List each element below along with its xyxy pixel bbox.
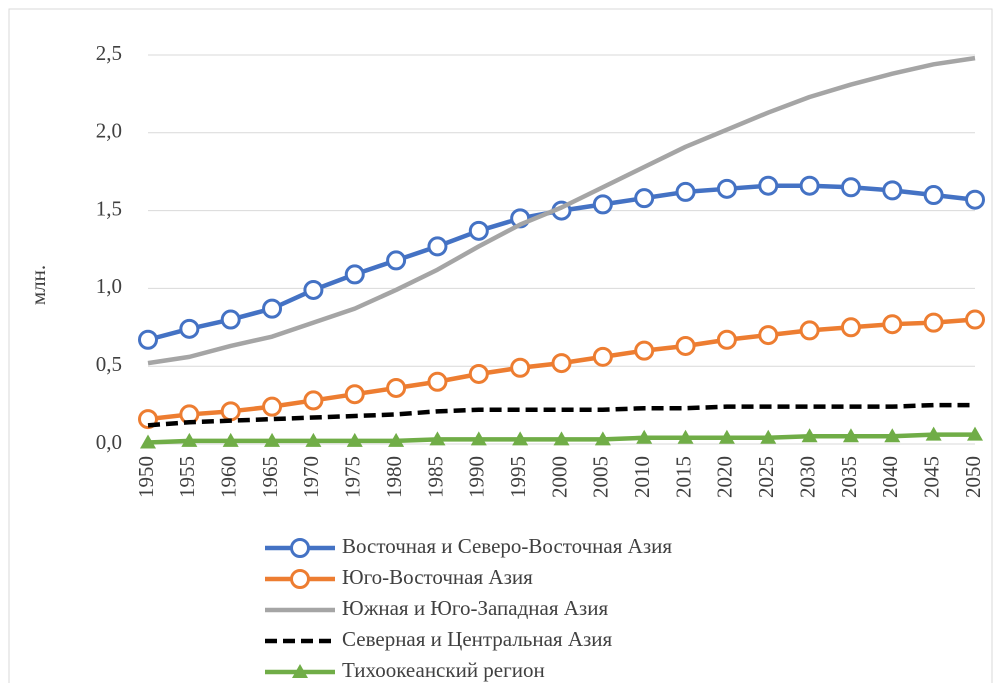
marker <box>801 428 818 443</box>
marker <box>346 432 363 447</box>
marker <box>882 180 903 201</box>
marker <box>636 429 653 444</box>
marker <box>470 431 487 446</box>
marker <box>388 432 405 447</box>
x-tick-label: 2015 <box>671 456 695 498</box>
marker <box>716 329 737 350</box>
marker <box>799 320 820 341</box>
marker <box>429 431 446 446</box>
marker <box>675 181 696 202</box>
legend-marker <box>292 664 308 678</box>
y-axis-label: млн. <box>26 265 50 305</box>
marker <box>842 428 859 443</box>
x-tick-label: 2030 <box>795 456 819 498</box>
x-tick-label: 1990 <box>465 456 489 498</box>
marker <box>634 188 655 209</box>
marker <box>220 309 241 330</box>
marker <box>220 401 241 422</box>
legend-label: Восточная и Северо-Восточная Азия <box>342 534 672 558</box>
marker <box>677 429 694 444</box>
marker <box>140 434 156 449</box>
marker <box>386 250 407 271</box>
marker <box>718 429 735 444</box>
marker <box>179 318 200 339</box>
marker <box>882 314 903 335</box>
y-tick-label: 2,5 <box>96 41 122 65</box>
marker <box>675 335 696 356</box>
marker <box>468 220 489 241</box>
chart-border <box>8 8 993 683</box>
marker <box>264 432 281 447</box>
marker <box>592 346 613 367</box>
marker <box>758 175 779 196</box>
legend-label: Северная и Центральная Азия <box>342 627 613 651</box>
x-tick-label: 1985 <box>423 456 447 498</box>
marker <box>965 309 985 330</box>
x-tick-label: 2040 <box>878 456 902 498</box>
x-tick-label: 2050 <box>961 456 985 498</box>
marker <box>468 363 489 384</box>
marker <box>967 426 983 441</box>
y-tick-label: 1,0 <box>96 274 122 298</box>
marker <box>262 298 283 319</box>
y-tick-label: 2,0 <box>96 119 122 143</box>
marker <box>553 431 570 446</box>
marker <box>344 264 365 285</box>
x-tick-label: 2010 <box>630 456 654 498</box>
marker <box>925 426 942 441</box>
marker <box>965 189 985 210</box>
series-line <box>147 402 975 428</box>
marker <box>592 194 613 215</box>
x-tick-label: 1995 <box>506 456 530 498</box>
marker <box>594 431 611 446</box>
marker <box>884 428 901 443</box>
marker <box>551 353 572 374</box>
x-tick-label: 2005 <box>589 456 613 498</box>
marker <box>303 279 324 300</box>
x-tick-label: 1960 <box>217 456 241 498</box>
legend-marker <box>290 569 310 589</box>
marker <box>923 312 944 333</box>
marker <box>760 429 777 444</box>
x-tick-label: 2000 <box>547 456 571 498</box>
marker <box>427 371 448 392</box>
legend-label: Юго-Восточная Азия <box>342 565 533 589</box>
marker <box>510 357 531 378</box>
x-tick-label: 2035 <box>837 456 861 498</box>
marker <box>138 329 158 350</box>
x-tick-label: 2025 <box>754 456 778 498</box>
marker <box>840 177 861 198</box>
y-tick-label: 0,5 <box>96 352 122 376</box>
x-tick-label: 1955 <box>175 456 199 498</box>
x-tick-label: 1965 <box>258 456 282 498</box>
marker <box>799 175 820 196</box>
marker <box>923 185 944 206</box>
marker <box>303 390 324 411</box>
legend-label: Тихоокеанский регион <box>342 658 545 682</box>
legend-label: Южная и Юго-Западная Азия <box>342 596 608 620</box>
marker <box>305 432 322 447</box>
marker <box>262 396 283 417</box>
marker <box>716 178 737 199</box>
x-tick-label: 1980 <box>382 456 406 498</box>
marker <box>386 377 407 398</box>
x-tick-label: 2020 <box>713 456 737 498</box>
legend-marker <box>290 538 310 558</box>
y-tick-label: 1,5 <box>96 196 122 220</box>
x-tick-label: 1970 <box>299 456 323 498</box>
y-tick-label: 0,0 <box>96 430 122 454</box>
x-tick-label: 1975 <box>341 456 365 498</box>
marker <box>840 317 861 338</box>
marker <box>181 432 198 447</box>
marker <box>427 236 448 257</box>
marker <box>512 431 529 446</box>
marker <box>222 432 239 447</box>
series-line <box>147 55 976 366</box>
x-tick-label: 2045 <box>919 456 943 498</box>
marker <box>758 325 779 346</box>
marker <box>634 340 655 361</box>
x-tick-label: 1950 <box>134 456 158 498</box>
marker <box>344 384 365 405</box>
